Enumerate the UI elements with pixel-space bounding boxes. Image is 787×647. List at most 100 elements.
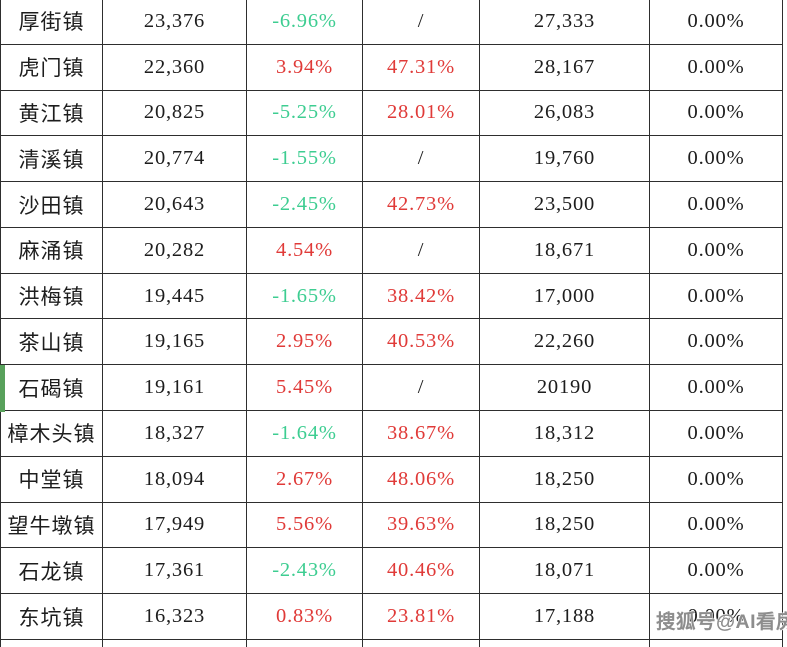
percent-1-cell: 4.54%: [247, 227, 363, 274]
percent-2-cell: 38.42%: [363, 273, 480, 320]
percent-1-cell: [247, 639, 363, 647]
value-1-cell: 19,445: [103, 273, 247, 320]
watermark-text: 搜狐号@AI看房: [656, 611, 787, 633]
percent-2-cell: 47.31%: [363, 44, 480, 91]
town-cell: 石碣镇: [0, 365, 103, 412]
town-cell: 黄江镇: [0, 90, 103, 137]
town-cell: 望牛墩镇: [0, 502, 103, 549]
value-2-cell: 18,071: [480, 548, 650, 595]
town-cell: 东坑镇: [0, 594, 103, 640]
value-2-cell: 27,333: [480, 0, 650, 45]
percent-1-cell: -2.45%: [247, 182, 363, 228]
value-2-cell: 26,083: [480, 90, 650, 137]
value-1-cell: 23,376: [103, 0, 247, 45]
value-2-cell: 19,760: [480, 136, 650, 183]
value-2-cell: 18,312: [480, 411, 650, 457]
value-1-cell: 19,161: [103, 365, 247, 412]
value-1-cell: 20,282: [103, 227, 247, 274]
percent-3-cell: 0.00%: [650, 182, 783, 228]
percent-2-cell: /: [363, 0, 480, 45]
percent-3-cell: 0.00%: [650, 90, 783, 137]
table-row: 厚街镇 23,376 -6.96%/27,333 0.00%: [0, 0, 783, 45]
row-highlight-marker: [0, 365, 5, 413]
value-2-cell: 28,167: [480, 44, 650, 91]
percent-1-cell: -1.64%: [247, 411, 363, 457]
town-cell: 清溪镇: [0, 136, 103, 183]
percent-2-cell: 23.81%: [363, 594, 480, 640]
town-cell: 石龙镇: [0, 548, 103, 595]
value-1-cell: 17,949: [103, 502, 247, 549]
town-cell: 中堂镇: [0, 456, 103, 503]
percent-3-cell: 0.00%: [650, 411, 783, 457]
value-1-cell: 20,643: [103, 182, 247, 228]
table-row: 清溪镇 20,774 -1.55%/19,760 0.00%: [0, 136, 783, 183]
town-cell: 洪梅镇: [0, 273, 103, 320]
value-2-cell: 23,500: [480, 182, 650, 228]
table-row: 樟木头镇 18,327 -1.64% 38.67% 18,312 0.00%: [0, 411, 783, 457]
percent-1-cell: 3.94%: [247, 44, 363, 91]
percent-3-cell: [650, 639, 783, 647]
percent-3-cell: 0.00%: [650, 273, 783, 320]
town-cell: 虎门镇: [0, 44, 103, 91]
percent-3-cell: 0.00%: [650, 319, 783, 366]
town-cell: 麻涌镇: [0, 227, 103, 274]
percent-1-cell: 2.95%: [247, 319, 363, 366]
value-2-cell: [480, 639, 650, 647]
value-2-cell: 20190: [480, 365, 650, 412]
percent-2-cell: 38.67%: [363, 411, 480, 457]
value-1-cell: 20,774: [103, 136, 247, 183]
value-2-cell: 18,671: [480, 227, 650, 274]
percent-1-cell: -6.96%: [247, 0, 363, 45]
percent-2-cell: /: [363, 136, 480, 183]
value-1-cell: 22,360: [103, 44, 247, 91]
value-1-cell: 19,165: [103, 319, 247, 366]
percent-2-cell: /: [363, 365, 480, 412]
percent-2-cell: [363, 639, 480, 647]
table-row: 黄江镇 20,825 -5.25% 28.01% 26,083 0.00%: [0, 90, 783, 137]
value-1-cell: 18,094: [103, 456, 247, 503]
value-1-cell: 18,327: [103, 411, 247, 457]
value-1-cell: [103, 639, 247, 647]
percent-1-cell: -5.25%: [247, 90, 363, 137]
percent-3-cell: 0.00%: [650, 456, 783, 503]
percent-2-cell: 40.53%: [363, 319, 480, 366]
percent-2-cell: 48.06%: [363, 456, 480, 503]
value-2-cell: 22,260: [480, 319, 650, 366]
percent-3-cell: 0.00%: [650, 594, 783, 640]
percent-3-cell: 0.00%: [650, 548, 783, 595]
percent-1-cell: 2.67%: [247, 456, 363, 503]
value-1-cell: 20,825: [103, 90, 247, 137]
percent-1-cell: -1.55%: [247, 136, 363, 183]
value-2-cell: 17,188: [480, 594, 650, 640]
table-row: 麻涌镇 20,282 4.54%/18,671 0.00%: [0, 227, 783, 274]
percent-1-cell: -1.65%: [247, 273, 363, 320]
percent-2-cell: /: [363, 227, 480, 274]
value-2-cell: 17,000: [480, 273, 650, 320]
table-row: 望牛墩镇 17,949 5.56% 39.63% 18,250 0.00%: [0, 502, 783, 549]
value-1-cell: 16,323: [103, 594, 247, 640]
percent-2-cell: 28.01%: [363, 90, 480, 137]
percent-3-cell: 0.00%: [650, 0, 783, 45]
percent-1-cell: 5.56%: [247, 502, 363, 549]
table-row: [0, 639, 783, 647]
percent-3-cell: 0.00%: [650, 227, 783, 274]
percent-2-cell: 40.46%: [363, 548, 480, 595]
town-cell: 茶山镇: [0, 319, 103, 366]
percent-2-cell: 39.63%: [363, 502, 480, 549]
percent-1-cell: 5.45%: [247, 365, 363, 412]
table-row: 中堂镇 18,094 2.67% 48.06% 18,250 0.00%: [0, 456, 783, 503]
table-row: 茶山镇 19,165 2.95% 40.53% 22,260 0.00%: [0, 319, 783, 366]
table-row: 石碣镇 19,161 5.45%/20190 0.00%: [0, 365, 783, 412]
town-cell: 厚街镇: [0, 0, 103, 45]
table-row: 虎门镇 22,360 3.94% 47.31% 28,167 0.00%: [0, 44, 783, 91]
percent-3-cell: 0.00%: [650, 365, 783, 412]
percent-2-cell: 42.73%: [363, 182, 480, 228]
percent-3-cell: 0.00%: [650, 136, 783, 183]
value-2-cell: 18,250: [480, 502, 650, 549]
town-cell: 沙田镇: [0, 182, 103, 228]
percent-1-cell: -2.43%: [247, 548, 363, 595]
percent-1-cell: 0.83%: [247, 594, 363, 640]
table-row: 石龙镇 17,361 -2.43% 40.46% 18,071 0.00%: [0, 548, 783, 595]
